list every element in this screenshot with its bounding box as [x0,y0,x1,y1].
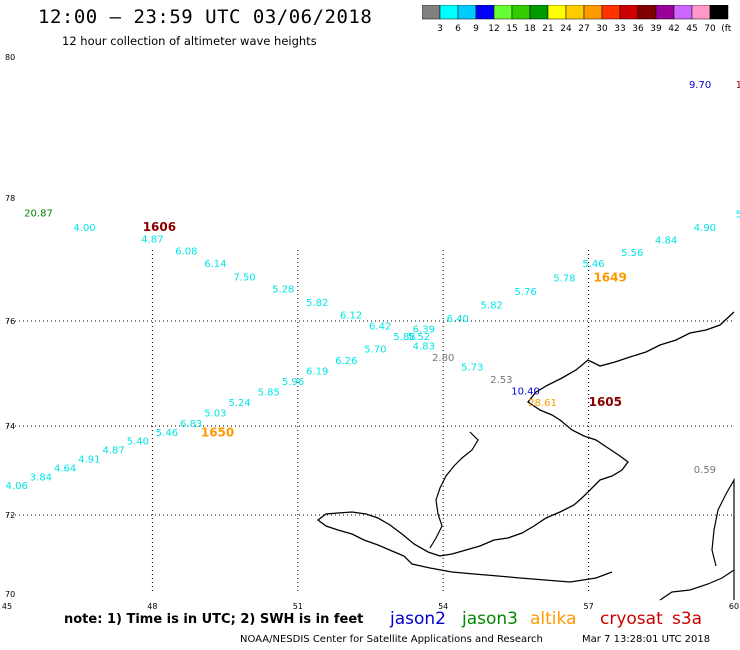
wave-height-label: 4.87 [102,446,124,457]
wave-height-label: 5.88 [393,332,415,343]
lon-tick-label: 54 [438,602,448,611]
wave-height-label: 1 [736,80,740,91]
colorbar-label: 6 [455,24,461,34]
wave-height-label: 2.53 [490,375,512,386]
wave-height-label: 5 [736,210,740,221]
lon-tick-label: 45 [2,602,12,611]
wave-height-label: 6.83 [180,419,202,430]
wave-height-label: 5.85 [258,388,280,399]
footer-credit: NOAA/NESDIS Center for Satellite Applica… [240,634,543,645]
wave-height-label: 5.40 [127,437,149,448]
wave-height-label: 5.70 [364,345,386,356]
colorbar-label: 42 [668,24,679,34]
wave-height-label: 5.56 [621,248,643,259]
legend-cryosat: cryosat [600,609,663,629]
wave-height-label: 4.91 [78,454,100,465]
legend-s3a: s3a [672,609,703,629]
wave-height-label: 5.82 [481,301,503,312]
wave-height-label: 5.82 [306,298,328,309]
wave-height-label: 6.19 [306,367,328,378]
pass-time-label: 1649 [593,271,626,285]
lat-tick-label: 80 [5,53,15,62]
map-title: 12:00 – 23:59 UTC 03/06/2018 [38,6,373,28]
colorbar-label: 36 [632,24,644,34]
colorbar-label: 39 [650,24,662,34]
pass-time-label: 1606 [143,220,176,234]
footer-note: note: 1) Time is in UTC; 2) SWH is in fe… [64,612,364,627]
colorbar-label: 24 [560,24,572,34]
footer-timestamp: Mar 7 13:28:01 UTC 2018 [582,634,711,645]
colorbar-swatch [709,5,729,20]
colorbar-label: 70 [704,24,716,34]
colorbar-label: (ft) [721,24,732,34]
wave-observations: 4.00 4.87 6.08 6.14 7.50 5.28 5.82 6.12 6.425.88… [6,80,740,492]
wave-height-label: 5.46 [156,428,178,439]
wave-height-label: 5.24 [229,398,251,409]
colorbar-label: 12 [488,24,499,34]
wave-height-label: 3.84 [30,472,52,483]
wave-height-label: 20.87 [24,208,53,219]
wave-height-label: 6.26 [335,356,357,367]
colorbar-label: 45 [686,24,697,34]
legend-jason3: jason3 [462,609,518,629]
wave-height-label: 5.78 [553,274,575,285]
wave-height-label: 6.40 [447,314,469,325]
wave-height-label: 9.70 [689,80,711,91]
lat-tick-label: 72 [5,511,15,520]
colorbar-label: 18 [524,24,536,34]
coastline [316,311,735,601]
wave-height-label: 4.90 [694,223,716,234]
colorbar-label: 30 [596,24,608,34]
wave-height-label: 5.46 [582,259,604,270]
pass-time-label: 1650 [201,426,234,440]
wave-height-label: 6.14 [204,259,226,270]
wave-height-label: 5.52 [408,332,430,343]
pass-time-label: 1605 [589,395,622,409]
legend-jason2: jason2 [390,609,446,629]
wave-height-label: 4.84 [655,236,677,247]
wave-height-label: 7.50 [233,272,255,283]
coastline-east [659,477,735,601]
wave-height-label: 10.40 [511,387,540,398]
lat-tick-label: 70 [5,590,15,599]
lon-tick-label: 57 [584,602,594,611]
wave-height-label: 6.39 [413,325,435,336]
wave-height-label: 6.42 [369,321,391,332]
wave-height-label: 2.80 [432,353,454,364]
lat-tick-label: 78 [5,194,15,203]
coastline-main [316,311,735,583]
lon-tick-label: 48 [147,602,157,611]
wave-height-label: 5.03 [204,409,226,420]
colorbar-label: 33 [614,24,625,34]
wave-height-label: 4.00 [73,223,95,234]
wave-height-label: 6.12 [340,311,362,322]
wave-height-label: 5.28 [272,285,294,296]
wave-height-label: 4.87 [141,234,163,245]
wave-height-label: 4.83 [413,341,435,352]
wave-height-label: 5.96 [282,377,304,388]
lon-tick-label: 51 [293,602,303,611]
wave-height-label: 6.08 [175,247,197,258]
wave-height-label: 4.06 [6,481,28,492]
colorbar-label: 3 [437,24,443,34]
colorbar-label: 21 [542,24,553,34]
legend-altika: altika [530,609,577,629]
lat-tick-label: 74 [5,422,15,431]
wave-height-label: 5.76 [514,287,536,298]
colorbar-label: 9 [473,24,479,34]
wave-height-label: 5.73 [461,362,483,373]
lat-lon-grid [7,250,734,594]
lat-tick-label: 76 [5,317,15,326]
coastline-inner [429,431,479,549]
colorbar-label: 27 [578,24,589,34]
map-subtitle: 12 hour collection of altimeter wave hei… [62,34,317,48]
wave-height-label: 4.64 [54,463,76,474]
wave-height-label: 28.61 [528,398,557,409]
wave-height-label: 0.59 [694,465,716,476]
colorbar-label: 15 [506,24,517,34]
lon-tick-label: 60 [729,602,739,611]
